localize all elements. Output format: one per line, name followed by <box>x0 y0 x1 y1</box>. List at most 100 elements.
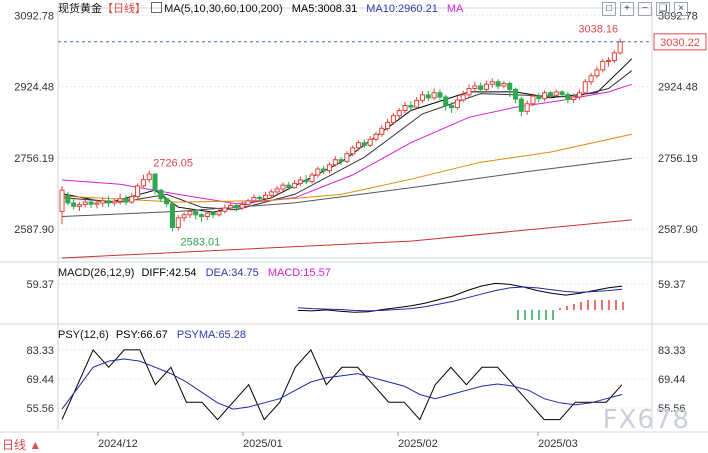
window-icon[interactable]: □ <box>602 2 616 16</box>
price-tick-right: 2587.90 <box>658 224 698 236</box>
candle-body <box>88 201 94 205</box>
last-price-box <box>653 33 707 51</box>
candle-body <box>472 85 478 90</box>
candle-body <box>129 196 135 203</box>
candle-body <box>379 127 385 135</box>
period-tab-label: 日线 <box>2 438 27 452</box>
candle-body <box>553 91 559 96</box>
candle-body <box>135 185 141 198</box>
psy-tick-left: 55.56 <box>26 403 54 415</box>
candle-body <box>257 196 263 200</box>
candle-body <box>588 75 594 83</box>
period-label[interactable]: 【日线】 <box>102 3 146 15</box>
candle-body <box>437 92 443 98</box>
candle-body <box>396 110 402 117</box>
price-tick-right: 2756.19 <box>658 153 698 165</box>
candle-body <box>228 204 234 209</box>
close-icon[interactable]: × <box>674 2 688 16</box>
candle-body <box>117 198 123 202</box>
high-price-label: 3038.16 <box>578 23 618 35</box>
ma-line-ma30 <box>61 83 632 205</box>
candle-body <box>454 99 460 109</box>
candle-body <box>262 194 269 200</box>
last-price-label: 3030.22 <box>660 37 700 49</box>
macd-label: MACD(26,12,9) <box>58 267 135 279</box>
psy-tick-right: 83.33 <box>658 345 686 357</box>
candle-body <box>361 142 367 146</box>
candle-body <box>390 115 396 123</box>
candle-body <box>483 83 489 90</box>
psy-tick-left: 83.33 <box>26 345 54 357</box>
candle-body <box>187 210 193 216</box>
expand-icon[interactable]: + <box>620 2 634 16</box>
macd-tick-left: 59.37 <box>26 279 54 291</box>
candle-body <box>518 98 524 112</box>
candle-body <box>105 200 112 204</box>
candle-body <box>565 93 571 101</box>
price-tick-left: 2756.19 <box>14 153 54 165</box>
candle-body <box>559 91 565 95</box>
psy-line <box>61 348 623 421</box>
time-tick-label: 2025/03 <box>538 438 578 450</box>
minimize-icon[interactable]: − <box>638 2 652 16</box>
macd-diff: DIFF:42.54 <box>141 267 197 279</box>
candle-body <box>617 41 623 54</box>
ma-line-ma60 <box>61 133 632 203</box>
candle-body <box>268 191 274 196</box>
candle-body <box>239 204 245 209</box>
time-tick-label: 2024/12 <box>98 438 138 450</box>
candle-body <box>425 94 431 99</box>
candle-body <box>385 121 391 129</box>
ma5-value: MA5:3008.31 <box>291 3 358 15</box>
candle-body <box>542 92 548 100</box>
psy-tick-right: 55.56 <box>658 403 686 415</box>
macd-tick-right: 59.37 <box>658 279 686 291</box>
candle-body <box>111 200 117 204</box>
psyma-line <box>61 358 623 410</box>
candle-body <box>210 212 216 216</box>
macd-header: MACD(26,12,9) DIFF:42.54 DEA:34.75 MACD:… <box>58 266 331 280</box>
ma-more: MA <box>446 3 464 15</box>
psy-value: PSY:66.67 <box>115 329 168 341</box>
high2-price-label: 2726.05 <box>153 158 193 170</box>
candle-body <box>169 203 176 228</box>
candle-body <box>489 81 495 85</box>
candle-body <box>204 212 210 217</box>
candle-body <box>606 60 612 63</box>
psyma-value: PSYMA:65.28 <box>176 329 246 341</box>
restore-icon[interactable]: ❏ <box>656 2 670 16</box>
candle-body <box>478 85 484 90</box>
candle-body <box>71 202 77 207</box>
candle-body <box>449 104 455 109</box>
candle-body <box>303 179 309 183</box>
candle-body <box>414 99 420 108</box>
candle-body <box>274 188 280 193</box>
candle-body <box>501 82 507 87</box>
candle-body <box>245 200 251 206</box>
period-tab[interactable]: 日线 ▲ <box>2 438 41 452</box>
low-price-label: 2583.01 <box>180 236 220 248</box>
candle-body <box>152 173 158 191</box>
candle-body <box>321 168 327 172</box>
psy-tick-left: 69.44 <box>26 374 54 386</box>
candle-body <box>309 174 315 183</box>
ma-settings-icon[interactable] <box>151 2 163 13</box>
candle-body <box>571 96 577 101</box>
candle-body <box>181 214 187 219</box>
candle-body <box>495 81 501 87</box>
time-tick-label: 2025/02 <box>398 438 438 450</box>
candle-body <box>140 179 146 187</box>
candle-body <box>65 194 71 204</box>
candle-body <box>460 94 466 101</box>
candle-body <box>280 184 286 190</box>
candle-body <box>338 159 344 162</box>
candle-body <box>216 210 222 216</box>
watermark: FX678 <box>602 405 690 435</box>
candle-body <box>82 201 88 206</box>
candle-body <box>332 159 338 166</box>
candle-body <box>530 95 536 105</box>
macd-value: MACD:15.57 <box>267 267 331 279</box>
candle-body <box>158 189 164 200</box>
candle-body <box>292 182 298 189</box>
